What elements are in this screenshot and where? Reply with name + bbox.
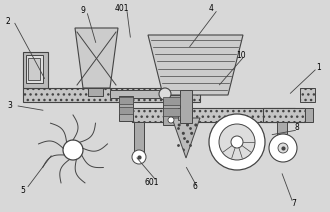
Bar (119, 107, 133, 114)
Text: 601: 601 (145, 178, 159, 187)
Bar (110, 90, 165, 98)
Text: 10: 10 (236, 51, 246, 60)
Polygon shape (148, 35, 243, 95)
Text: 2: 2 (6, 17, 11, 26)
Bar (26, 55, 43, 83)
Bar (23, 52, 48, 88)
Circle shape (63, 140, 83, 160)
Circle shape (219, 124, 255, 160)
Bar (132, 108, 295, 122)
Circle shape (269, 134, 297, 162)
Circle shape (209, 114, 265, 170)
Bar (23, 88, 200, 102)
Text: 9: 9 (80, 6, 85, 15)
Text: 8: 8 (295, 123, 299, 132)
Bar (119, 96, 133, 121)
Bar (277, 122, 287, 146)
Bar (28, 58, 40, 80)
Text: 3: 3 (8, 102, 12, 110)
Bar (180, 90, 192, 123)
Text: 5: 5 (21, 186, 25, 195)
Circle shape (132, 150, 146, 164)
Text: 6: 6 (192, 182, 197, 191)
Bar (305, 108, 313, 122)
Text: 4: 4 (209, 4, 214, 13)
Polygon shape (75, 28, 118, 88)
Bar (119, 97, 133, 104)
Circle shape (278, 143, 288, 153)
Bar (134, 122, 144, 155)
Text: 401: 401 (115, 4, 129, 13)
Bar (163, 95, 180, 125)
Bar (163, 108, 180, 116)
Circle shape (168, 117, 174, 123)
Text: 1: 1 (316, 63, 321, 72)
Bar (88, 88, 103, 96)
Circle shape (231, 136, 243, 148)
Circle shape (159, 88, 171, 100)
Bar (178, 108, 192, 120)
Polygon shape (172, 118, 200, 158)
Text: 7: 7 (291, 199, 296, 208)
Bar (263, 108, 305, 122)
Bar (300, 88, 315, 102)
Bar (163, 97, 180, 105)
